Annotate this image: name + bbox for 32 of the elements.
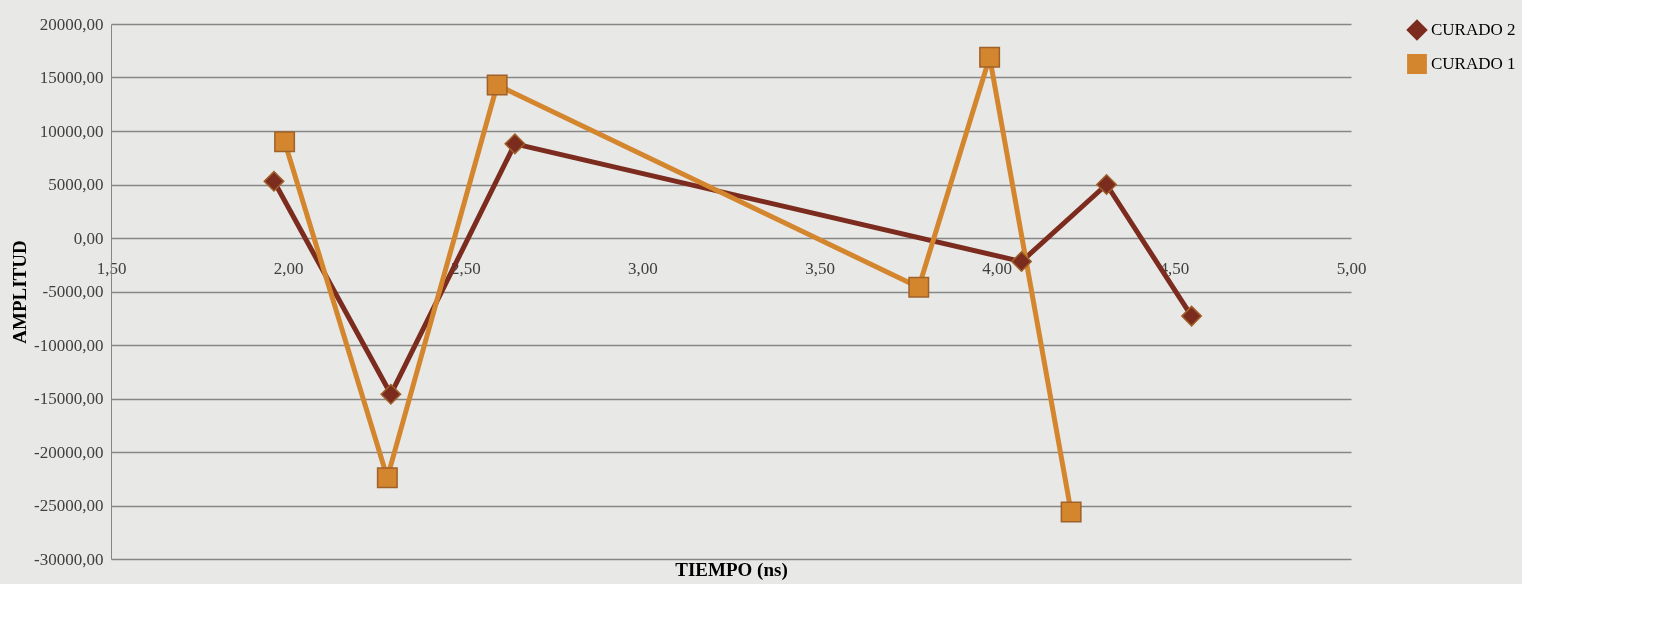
point [504,133,526,155]
point [1181,305,1203,327]
y-axis-title: AMPLITUD [9,240,31,344]
y-tick-label: -15000,00 [34,389,104,408]
point [263,170,285,192]
y-tick-label: 20000,00 [39,14,104,34]
y-tick-label: 15000,00 [39,68,104,87]
point [979,46,1001,68]
x-tick-label: 3,50 [805,258,835,278]
x-tick-label: 3,00 [628,258,658,278]
y-tick-label: -25000,00 [34,496,104,515]
y-tick-label: -10000,00 [34,335,104,355]
y-tick-label: 0,00 [73,228,104,248]
y-tick-label: -30000,00 [34,549,104,569]
y-tick-label: 5000,00 [48,175,104,194]
point [274,131,296,153]
y-tick-label: -20000,00 [34,442,104,462]
point [1011,251,1033,273]
x-tick-label: 2,00 [273,258,304,278]
x-tick-label: 5,00 [1336,258,1367,278]
x-axis-title: TIEMPO (ns) [675,558,788,581]
point [380,383,402,405]
point [1060,501,1082,523]
y-tick-label: -5000,00 [42,282,104,301]
point [376,467,398,489]
x-tick-label: 4,00 [982,258,1013,278]
point [908,276,930,298]
point [486,74,508,96]
legend-label: CURADO 1 [1431,54,1516,73]
legend-label: CURADO 2 [1431,20,1516,39]
point [1096,174,1118,195]
y-tick-label: 10000,00 [39,121,104,141]
